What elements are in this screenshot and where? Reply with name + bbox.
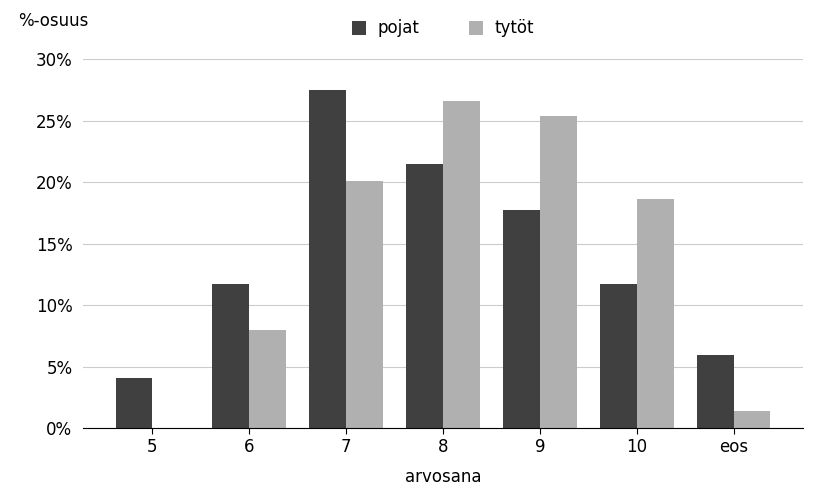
Bar xyxy=(539,116,576,428)
Bar xyxy=(406,163,442,428)
Bar xyxy=(696,355,733,428)
Legend: pojat, tytöt: pojat, tytöt xyxy=(351,19,533,37)
Bar xyxy=(249,330,285,428)
Bar xyxy=(600,284,636,428)
Bar xyxy=(213,284,249,428)
Bar xyxy=(116,378,152,428)
Bar xyxy=(346,181,382,428)
X-axis label: arvosana: arvosana xyxy=(404,467,480,486)
Bar xyxy=(733,411,769,428)
Bar xyxy=(309,90,346,428)
Bar xyxy=(636,199,672,428)
Text: %-osuus: %-osuus xyxy=(18,11,88,30)
Bar xyxy=(503,211,539,428)
Bar xyxy=(442,101,479,428)
